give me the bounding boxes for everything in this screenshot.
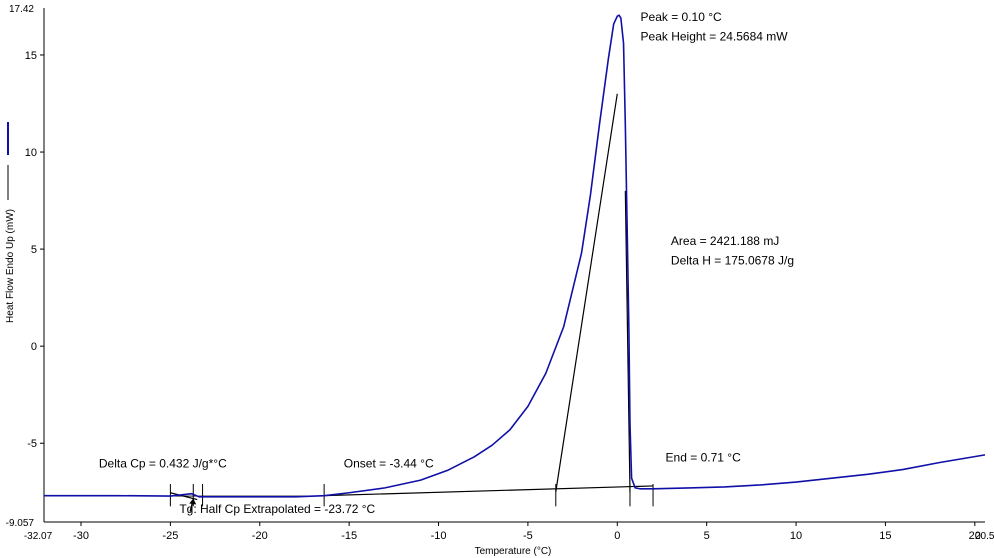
- annotation-peak: Peak = 0.10 °C: [641, 10, 723, 24]
- y-tick-label: 15: [25, 50, 37, 62]
- heat-flow-series-line: [44, 14, 986, 498]
- x-tick-label: 0: [614, 530, 620, 542]
- y-tick-label: -5: [27, 438, 37, 450]
- annotation-area: Area = 2421.188 mJ: [671, 234, 779, 248]
- x-tick-label: 15: [879, 530, 891, 542]
- x-tick-label: -15: [341, 530, 357, 542]
- end-tangent-line: [624, 190, 631, 492]
- analysis-lines: [44, 93, 654, 512]
- x-tick-label-max: 20.57: [975, 531, 994, 542]
- annotation-end: End = 0.71 °C: [666, 451, 742, 465]
- onset-tangent-line: [555, 93, 618, 492]
- y-tick-label: 0: [31, 341, 37, 353]
- series-group: [44, 14, 986, 498]
- x-tick-label: -25: [162, 530, 178, 542]
- x-ticks: -30 -25 -20 -15 -10 -5 0 5 10 15 20 -32.07 20.57: [24, 522, 994, 542]
- y-tick-label: 10: [25, 147, 37, 159]
- x-tick-label: 20: [969, 530, 981, 542]
- y-tick-label-min: -9.057: [6, 518, 35, 529]
- x-tick-label: -10: [431, 530, 447, 542]
- tg-pointer-arrowhead: [189, 498, 197, 505]
- annotation-onset: Onset = -3.44 °C: [344, 457, 434, 471]
- annotation-peak-height: Peak Height = 24.5684 mW: [641, 29, 789, 43]
- x-tick-label: -5: [523, 530, 533, 542]
- y-axis-label: Heat Flow Endo Up (mW): [5, 209, 16, 323]
- x-tick-label: 5: [704, 530, 710, 542]
- x-tick-label: -30: [73, 530, 89, 542]
- x-tick-label-min: -32.07: [24, 531, 53, 542]
- annotation-labels: Peak = 0.10 °C Peak Height = 24.5684 mW Ar…: [99, 10, 794, 516]
- y-tick-label: 5: [31, 244, 37, 256]
- annotation-tg: Tg: Half Cp Extrapolated = -23.72 °C: [179, 502, 375, 516]
- baseline-line: [324, 485, 654, 497]
- annotation-delta-h: Delta H = 175.0678 J/g: [671, 254, 794, 268]
- y-ticks: -5 0 5 10 15 17.42 -9.057: [6, 4, 44, 529]
- annotation-delta-cp: Delta Cp = 0.432 J/g*°C: [99, 457, 227, 471]
- x-tick-label: 10: [790, 530, 802, 542]
- axes: [43, 8, 985, 523]
- x-tick-label: -20: [252, 530, 268, 542]
- y-tick-label-max: 17.42: [9, 4, 34, 15]
- x-axis-label: Temperature (°C): [475, 546, 552, 557]
